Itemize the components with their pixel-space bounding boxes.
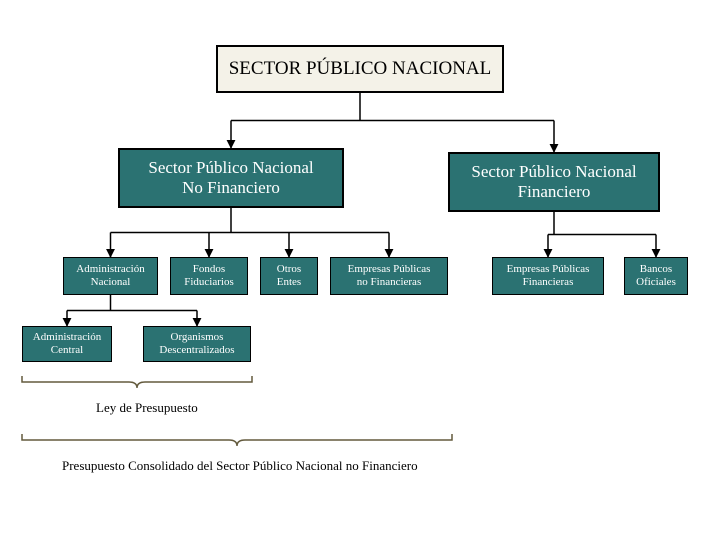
node-no-financiero-label: Sector Público NacionalNo Financiero [148,158,313,197]
node-bancos-oficiales-label: BancosOficiales [636,263,676,288]
node-admin-nacional-label: AdministraciónNacional [76,263,144,288]
node-financiero-label: Sector Público NacionalFinanciero [471,162,636,201]
node-fondos-fiduciarios: FondosFiduciarios [170,257,248,295]
node-empresas-financieras-label: Empresas PúblicasFinancieras [507,263,590,288]
node-admin-central-label: AdministraciónCentral [33,331,101,356]
node-bancos-oficiales: BancosOficiales [624,257,688,295]
brace-label-ley: Ley de Presupuesto [96,400,198,416]
node-organismos-descentralizados-label: OrganismosDescentralizados [159,331,234,356]
brace-label-presupuesto-consolidado: Presupuesto Consolidado del Sector Públi… [62,458,418,474]
node-organismos-descentralizados: OrganismosDescentralizados [143,326,251,362]
node-admin-nacional: AdministraciónNacional [63,257,158,295]
node-otros-entes-label: OtrosEntes [277,263,301,288]
node-otros-entes: OtrosEntes [260,257,318,295]
node-no-financiero: Sector Público NacionalNo Financiero [118,148,344,208]
node-admin-central: AdministraciónCentral [22,326,112,362]
node-empresas-financieras: Empresas PúblicasFinancieras [492,257,604,295]
node-root-label: SECTOR PÚBLICO NACIONAL [229,58,492,80]
node-fondos-fiduciarios-label: FondosFiduciarios [184,263,234,288]
node-root: SECTOR PÚBLICO NACIONAL [216,45,504,93]
node-empresas-no-financieras: Empresas Públicasno Financieras [330,257,448,295]
node-financiero: Sector Público NacionalFinanciero [448,152,660,212]
node-empresas-no-financieras-label: Empresas Públicasno Financieras [348,263,431,288]
